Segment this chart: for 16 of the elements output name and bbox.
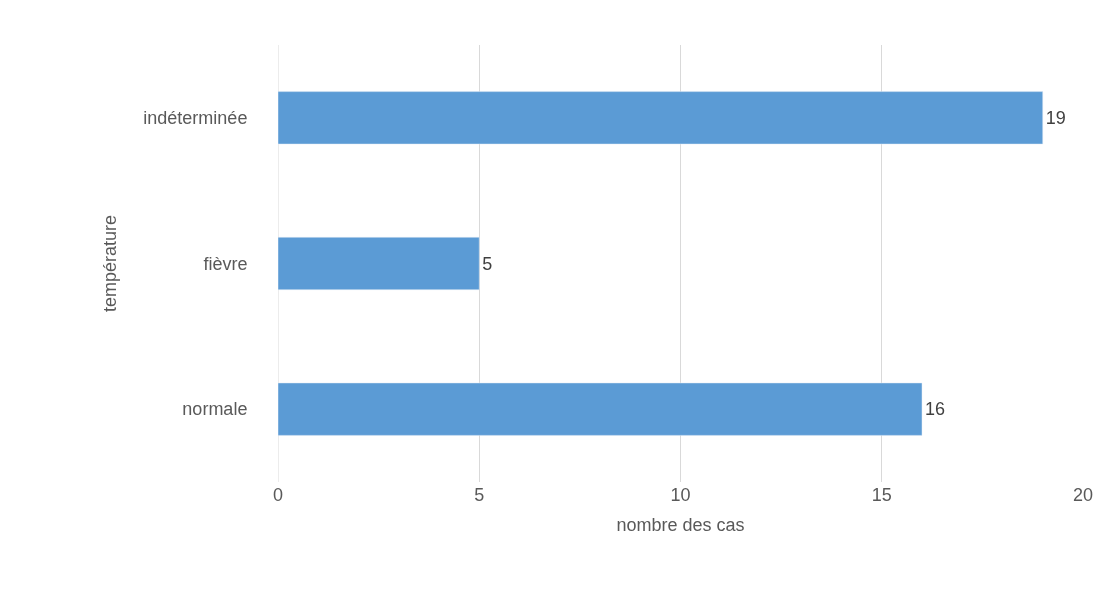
y-axis-title: température bbox=[99, 214, 120, 313]
bar bbox=[278, 237, 480, 290]
x-tick-label: 15 bbox=[871, 485, 892, 505]
data-label: 5 bbox=[482, 253, 493, 274]
x-tick-label: 10 bbox=[670, 485, 691, 505]
bar bbox=[278, 382, 923, 436]
x-axis-title: nombre des cas bbox=[616, 515, 745, 536]
y-tick-label: normale bbox=[182, 399, 248, 420]
x-tick-label: 5 bbox=[474, 485, 485, 505]
data-label: 19 bbox=[1045, 107, 1066, 128]
x-tick-label: 0 bbox=[272, 485, 284, 505]
x-tick-label: 20 bbox=[1072, 485, 1094, 505]
data-label: 16 bbox=[925, 399, 946, 420]
y-tick-label: indéterminée bbox=[143, 108, 248, 129]
y-tick-label: fièvre bbox=[203, 253, 248, 274]
bar bbox=[278, 91, 1043, 145]
